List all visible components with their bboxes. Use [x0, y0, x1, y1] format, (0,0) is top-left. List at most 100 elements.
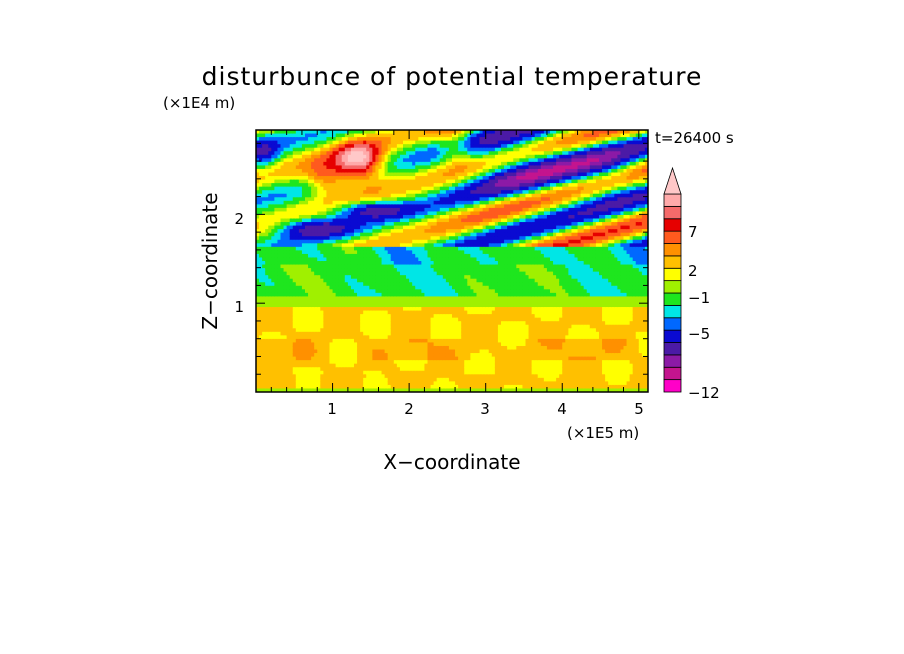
contour-cell — [271, 168, 275, 174]
contour-cell — [366, 384, 370, 390]
contour-cell — [338, 363, 343, 368]
contour-cell — [384, 271, 389, 276]
contour-cell — [298, 140, 303, 145]
contour-cell — [320, 236, 324, 241]
contour-cell — [363, 384, 367, 390]
contour-cell — [338, 307, 343, 312]
contour-cell — [314, 154, 318, 159]
contour-cell — [387, 317, 392, 322]
contour-cell — [280, 243, 285, 248]
contour-cell — [369, 285, 373, 290]
contour-cell — [369, 186, 373, 191]
contour-cell — [301, 186, 306, 191]
contour-cell — [305, 133, 309, 138]
contour-cell — [384, 278, 389, 283]
contour-cell — [366, 190, 370, 195]
contour-cell — [323, 388, 328, 392]
contour-cell — [341, 303, 346, 308]
contour-cell — [283, 161, 288, 166]
contour-cell — [283, 197, 288, 202]
contour-cell — [347, 144, 352, 149]
contour-cell — [311, 172, 315, 177]
contour-cell — [393, 186, 398, 191]
contour-cell — [344, 243, 349, 248]
contour-cell — [381, 176, 386, 181]
contour-cell — [347, 388, 352, 392]
contour-cell — [366, 275, 370, 280]
contour-cell — [357, 324, 361, 329]
contour-cell — [354, 370, 358, 375]
contour-cell — [335, 140, 340, 145]
contour-cell — [265, 271, 269, 276]
contour-cell — [350, 151, 355, 156]
contour-cell — [387, 158, 392, 163]
contour-cell — [314, 338, 318, 344]
contour-cell — [292, 214, 297, 220]
contour-cell — [301, 268, 306, 273]
contour-cell — [271, 133, 275, 138]
contour-cell — [308, 381, 312, 386]
contour-cell — [265, 268, 269, 273]
contour-cell — [317, 183, 321, 188]
contour-cell — [268, 147, 272, 152]
contour-cell — [341, 310, 346, 315]
contour-cell — [357, 200, 361, 205]
contour-cell — [354, 183, 358, 188]
contour-cell — [393, 261, 398, 266]
contour-cell — [375, 183, 380, 188]
contour-cell — [301, 197, 306, 202]
contour-cell — [308, 253, 312, 259]
contour-cell — [335, 225, 340, 230]
contour-cell — [393, 236, 398, 241]
contour-cell — [305, 275, 309, 280]
contour-cell — [341, 296, 346, 301]
contour-cell — [320, 296, 324, 301]
contour-cell — [256, 303, 260, 308]
contour-cell — [381, 168, 386, 174]
contour-cell — [308, 345, 312, 351]
contour-cell — [378, 179, 383, 184]
contour-cell — [305, 303, 309, 308]
contour-cell — [369, 377, 373, 382]
contour-cell — [311, 360, 315, 365]
contour-cell — [274, 197, 279, 202]
contour-cell — [298, 328, 303, 333]
contour-cell — [347, 299, 352, 305]
contour-cell — [295, 165, 300, 170]
contour-cell — [323, 207, 328, 213]
contour-cell — [381, 331, 386, 336]
contour-cell — [344, 271, 349, 276]
contour-cell — [335, 388, 340, 392]
contour-cell — [286, 310, 291, 315]
contour-cell — [338, 232, 343, 237]
contour-cell — [311, 299, 315, 305]
contour-cell — [387, 307, 392, 312]
contour-cell — [277, 214, 282, 220]
contour-cell — [344, 275, 349, 280]
contour-cell — [259, 261, 263, 266]
contour-cell — [262, 314, 266, 319]
contour-cell — [372, 328, 377, 333]
contour-cell — [286, 250, 291, 255]
contour-cell — [301, 207, 306, 213]
contour-cell — [283, 211, 288, 216]
contour-cell — [280, 367, 285, 372]
contour-cell — [265, 222, 269, 227]
contour-cell — [320, 176, 324, 181]
contour-cell — [289, 342, 294, 347]
contour-cell — [295, 367, 300, 372]
contour-cell — [320, 331, 324, 336]
contour-cell — [289, 261, 294, 266]
contour-cell — [396, 183, 401, 188]
contour-cell — [378, 278, 383, 283]
contour-cell — [317, 232, 321, 237]
contour-cell — [311, 204, 315, 209]
contour-cell — [341, 289, 346, 294]
contour-cell — [366, 137, 370, 142]
contour-cell — [381, 130, 386, 135]
contour-cell — [311, 289, 315, 294]
contour-cell — [305, 130, 309, 135]
contour-cell — [314, 360, 318, 365]
contour-cell — [262, 236, 266, 241]
contour-cell — [357, 214, 361, 220]
